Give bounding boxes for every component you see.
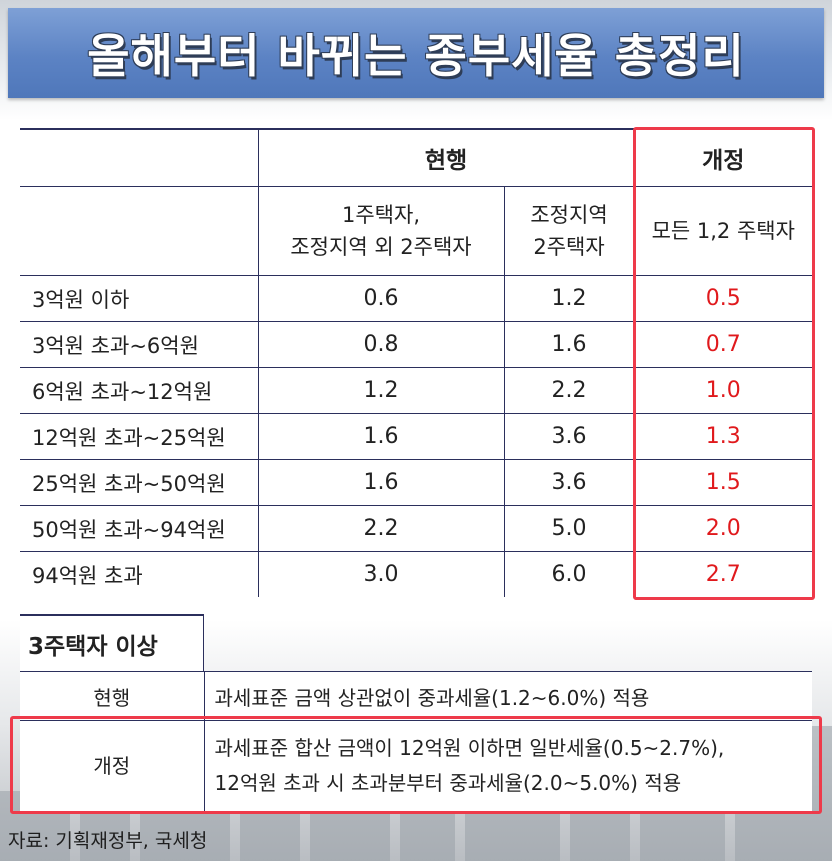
cell-current-a: 1.6 [257,459,504,506]
cell-revised: 0.7 [633,321,813,368]
cell-current-a: 3.0 [257,551,504,597]
cell-current-a: 0.8 [257,321,504,368]
row-label: 94억원 초과 [32,563,143,588]
header-col-c: 모든 1,2 주택자 [633,186,813,276]
table-row: 6억원 초과~12억원 1.2 2.2 1.0 [20,367,813,414]
page-title: 올해부터 바뀌는 종부세율 총정리 [87,29,745,83]
cell-current-a: 1.6 [257,413,504,460]
row-value-current: 과세표준 금액 상관없이 중과세율(1.2~6.0%) 적용 [203,671,812,721]
table-row: 현행 과세표준 금액 상관없이 중과세율(1.2~6.0%) 적용 [20,671,812,721]
header-col-b-line2: 2주택자 [533,235,605,259]
row-label: 6억원 초과~12억원 [20,367,258,414]
cell-current-b: 1.6 [503,321,635,368]
header-empty [20,128,258,187]
row-label: 3억원 초과~6억원 [20,321,258,368]
row-label: 3억원 이하 [20,275,258,322]
cell-current-b: 5.0 [503,505,635,552]
tax-rate-table: 현행 개정 1주택자, 조정지역 외 2주택자 조정지역 2주택자 모든 1,2… [20,128,813,597]
cell-current-b: 1.2 [503,275,635,322]
row-label: 12억원 초과~25억원 [20,413,258,460]
header-col-a-line2: 조정지역 외 2주택자 [290,235,472,259]
table-row: 12억원 초과~25억원 1.6 3.6 1.3 [20,413,813,460]
header-col-a: 1주택자, 조정지역 외 2주택자 [257,186,504,276]
header-row-columns: 1주택자, 조정지역 외 2주택자 조정지역 2주택자 모든 1,2 주택자 [20,186,813,276]
table-row: 50억원 초과~94억원 2.2 5.0 2.0 [20,505,813,552]
cell-current-a: 1.2 [257,367,504,414]
section2-heading: 3주택자 이상 [20,614,204,671]
cell-current-a: 2.2 [257,505,504,552]
cell-current-b: 3.6 [503,413,635,460]
header-row-groups: 현행 개정 [20,128,813,187]
cell-current-b: 2.2 [503,367,635,414]
value-line: 과세표준 합산 금액이 12억원 이하면 일반세율(0.5~2.7%), [214,736,725,760]
table-row: 3억원 초과~6억원 0.8 1.6 0.7 [20,321,813,368]
table-row: 94억원 초과 3.0 6.0 2.7 [20,551,813,597]
cell-current-b: 6.0 [503,551,635,597]
three-house-table: 현행 과세표준 금액 상관없이 중과세율(1.2~6.0%) 적용 개정 과세표… [20,671,812,811]
header-revised: 개정 [633,128,813,187]
cell-current-a: 0.6 [257,275,504,322]
header-current: 현행 [257,128,635,187]
value-line: 12억원 초과 시 초과분부터 중과세율(2.0~5.0%) 적용 [214,771,682,795]
table-row: 25억원 초과~50억원 1.6 3.6 1.5 [20,459,813,506]
source-note: 자료: 기획재정부, 국세청 [8,830,208,852]
row-label: 25억원 초과~50억원 [20,459,258,506]
title-banner: 올해부터 바뀌는 종부세율 총정리 [8,8,824,98]
table-row: 개정 과세표준 합산 금액이 12억원 이하면 일반세율(0.5~2.7%), … [20,720,812,811]
header-col-a-line1: 1주택자, [342,203,420,227]
row-label: 50억원 초과~94억원 [20,505,258,552]
header-col-b: 조정지역 2주택자 [503,186,635,276]
value-line: 과세표준 금액 상관없이 중과세율(1.2~6.0%) 적용 [214,685,650,710]
header-col-b-line1: 조정지역 [530,203,608,227]
cell-revised: 1.3 [633,413,813,460]
cell-revised: 2.7 [633,551,813,597]
row-value-revised: 과세표준 합산 금액이 12억원 이하면 일반세율(0.5~2.7%), 12억… [203,720,812,811]
row-key-revised: 개정 [93,753,131,778]
table-row: 3억원 이하 0.6 1.2 0.5 [20,275,813,322]
cell-revised: 0.5 [633,275,813,322]
header-empty-2 [20,186,258,276]
cell-revised: 2.0 [633,505,813,552]
cell-revised: 1.5 [633,459,813,506]
cell-revised: 1.0 [633,367,813,414]
cell-current-b: 3.6 [503,459,635,506]
row-key-current: 현행 [20,671,204,721]
